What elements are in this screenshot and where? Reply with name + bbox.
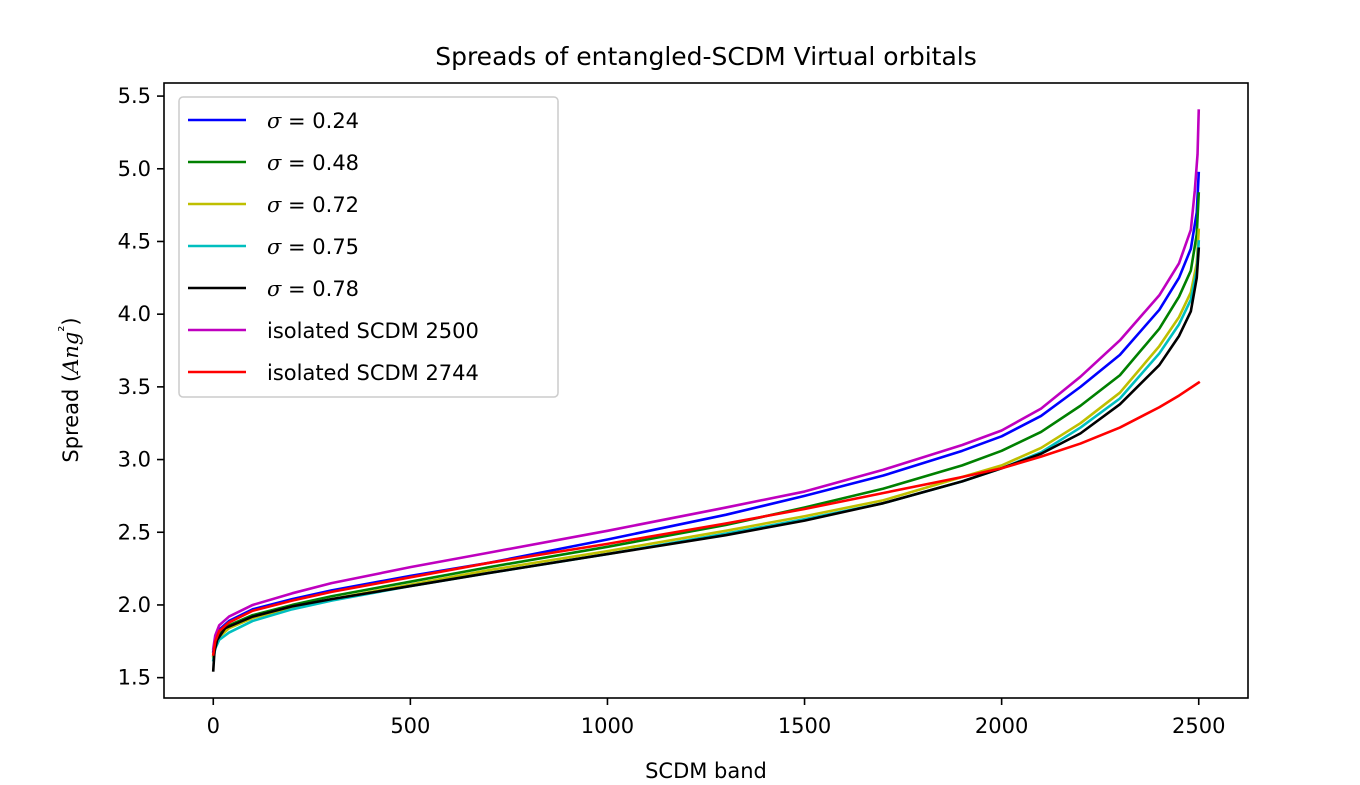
y-tick-label: 1.5 [118,666,151,690]
legend-box [178,96,559,398]
legend-label: σ = 0.48 [267,151,359,175]
x-tick-label: 1000 [581,714,634,738]
legend-label: isolated SCDM 2744 [267,361,479,385]
x-tick-label: 500 [390,714,430,738]
plot-frame [163,82,1249,699]
y-tick-label: 5.5 [118,84,151,108]
y-axis-label: Spread (Ang²) [55,317,83,462]
series-line-2 [211,228,1201,659]
y-tick-label: 2.0 [118,593,151,617]
series-line-5 [211,109,1201,651]
y-tick-label: 2.5 [118,520,151,544]
legend-label: σ = 0.78 [267,277,359,301]
y-tick-label: 4.5 [118,229,151,253]
series-layer [211,109,1201,672]
x-tick-label: 2500 [1172,714,1225,738]
x-axis: 0 500 1000 1500 2000 2500 [207,698,1225,738]
series-line-0 [211,171,1201,653]
x-tick-label: 1500 [778,714,831,738]
series-line-4 [211,247,1201,672]
legend-label: σ = 0.75 [267,235,359,259]
x-tick-label: 2000 [975,714,1028,738]
legend-label: σ = 0.72 [267,193,359,217]
series-line-3 [211,240,1201,662]
series-line-6 [211,380,1201,656]
y-tick-label: 4.0 [118,302,151,326]
legend-label: isolated SCDM 2500 [267,319,479,343]
chart-title: Spreads of entangled-SCDM Virtual orbita… [435,42,977,71]
y-tick-label: 3.0 [118,448,151,472]
legend-label: σ = 0.24 [267,109,359,133]
legend: σ = 0.24 σ = 0.48 σ = 0.72 σ = 0.75 σ = 0.78… [178,96,559,398]
y-axis: 1.5 2.0 2.5 3.0 3.5 4.0 4.5 5.0 5.5 [118,84,164,690]
y-tick-label: 3.5 [118,375,151,399]
x-axis-label: SCDM band [645,759,767,783]
y-tick-label: 5.0 [118,157,151,181]
x-tick-label: 0 [207,714,220,738]
